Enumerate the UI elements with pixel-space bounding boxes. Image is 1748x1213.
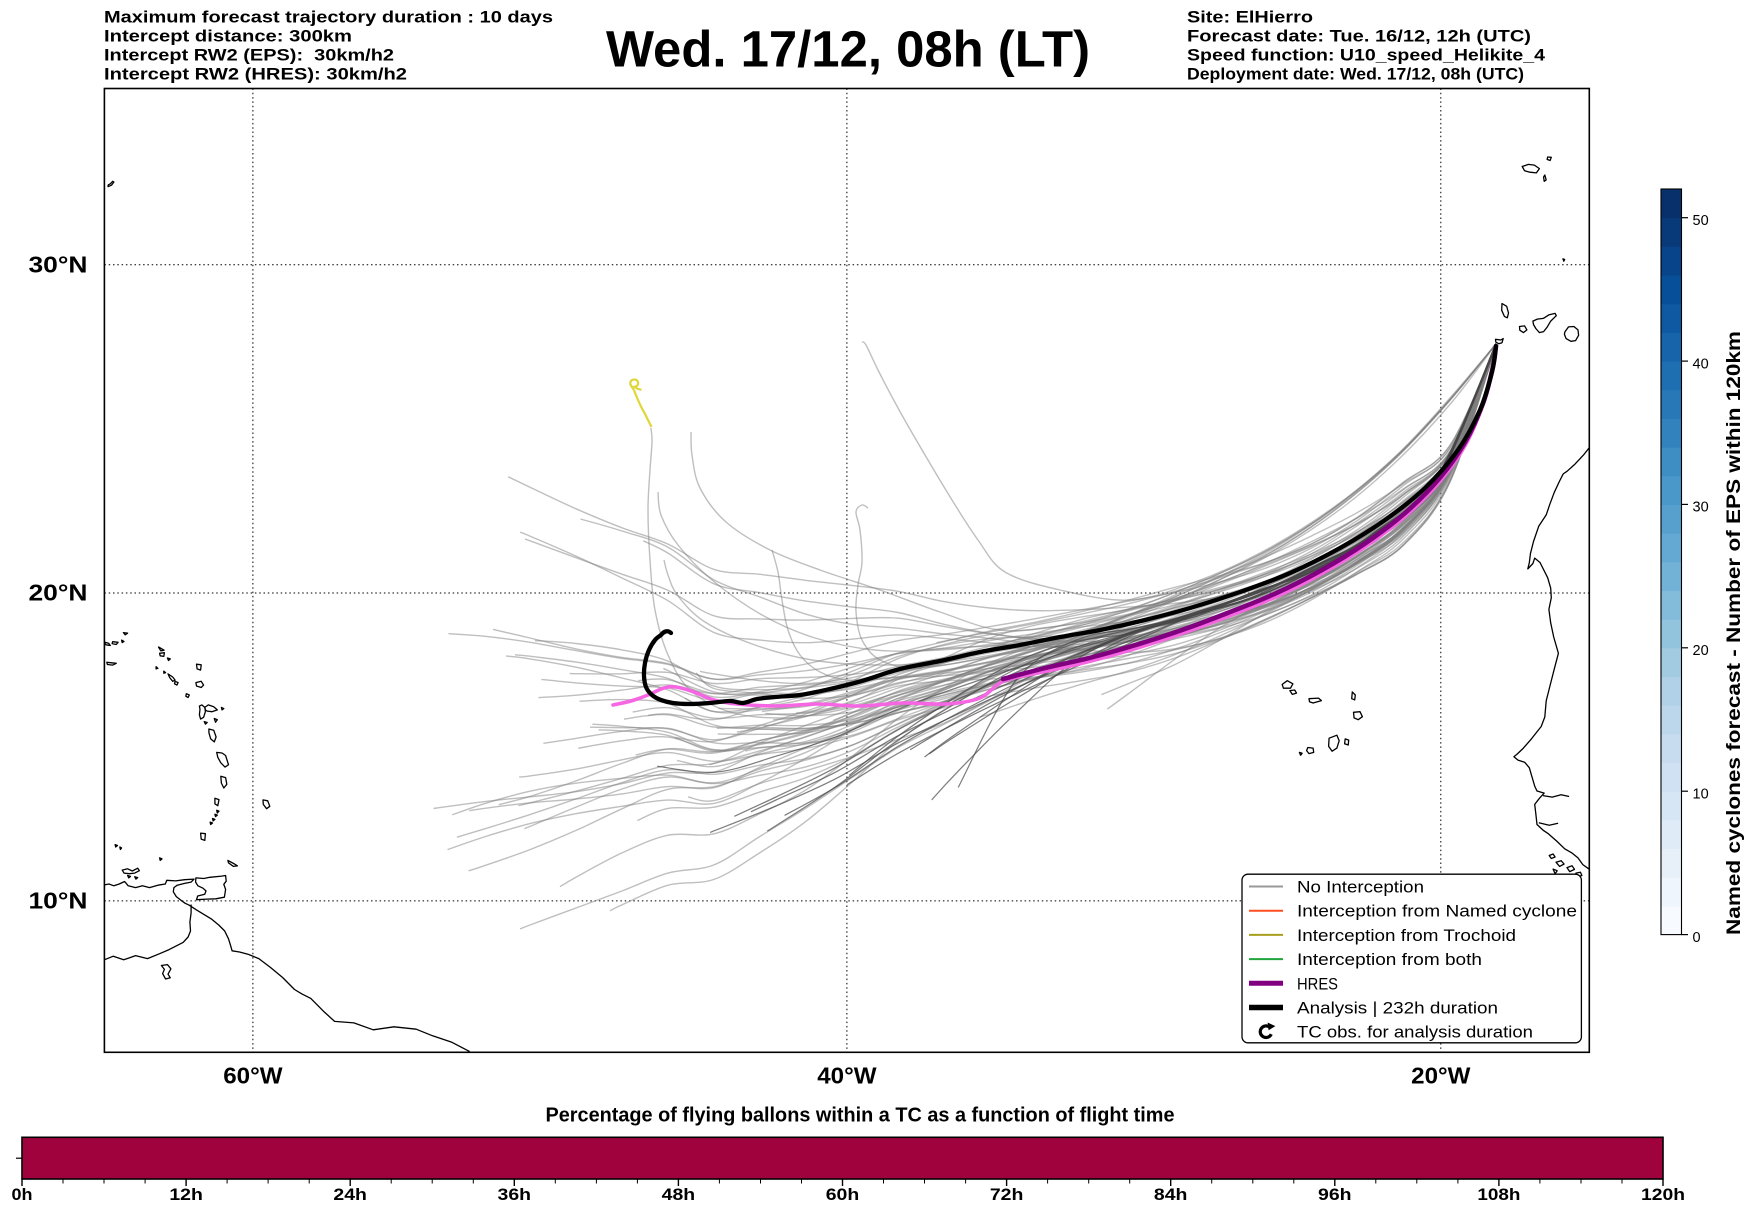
svg-text:30°N: 30°N xyxy=(29,251,88,277)
svg-text:Deployment date: Wed. 17/12, 0: Deployment date: Wed. 17/12, 08h (UTC) xyxy=(1187,66,1524,84)
svg-text:Forecast date: Tue. 16/12, 12h: Forecast date: Tue. 16/12, 12h (UTC) xyxy=(1187,28,1531,46)
svg-text:Percentage of flying ballons w: Percentage of flying ballons within a TC… xyxy=(546,1103,1175,1126)
svg-text:Intercept distance: 300km: Intercept distance: 300km xyxy=(104,28,352,46)
svg-text:40°W: 40°W xyxy=(817,1062,877,1088)
svg-text:Maximum forecast trajectory du: Maximum forecast trajectory duration : 1… xyxy=(104,9,553,27)
svg-text:Interception from Trochoid: Interception from Trochoid xyxy=(1297,927,1516,945)
svg-text:0h: 0h xyxy=(12,1186,33,1204)
svg-text:Intercept RW2 (HRES): 30km/h2: Intercept RW2 (HRES): 30km/h2 xyxy=(104,66,407,84)
svg-text:40: 40 xyxy=(1693,356,1709,372)
svg-text:96h: 96h xyxy=(1318,1186,1352,1204)
svg-text:72h: 72h xyxy=(990,1186,1024,1204)
svg-text:Intercept RW2 (EPS): 30km/h2: Intercept RW2 (EPS): 30km/h2 xyxy=(104,47,394,65)
svg-text:TC obs. for analysis duration: TC obs. for analysis duration xyxy=(1297,1024,1533,1042)
svg-text:HRES: HRES xyxy=(1297,975,1338,993)
svg-text:50: 50 xyxy=(1693,213,1709,229)
svg-text:Interception from both: Interception from both xyxy=(1297,951,1482,969)
svg-text:10: 10 xyxy=(1693,786,1709,802)
svg-text:30: 30 xyxy=(1693,500,1709,516)
svg-text:Interception from Named cyclon: Interception from Named cyclone xyxy=(1297,903,1577,921)
svg-text:60h: 60h xyxy=(826,1186,860,1204)
svg-text:Speed function: U10_speed_Heli: Speed function: U10_speed_Helikite_4 xyxy=(1187,47,1546,65)
svg-text:Wed. 17/12, 08h (LT): Wed. 17/12, 08h (LT) xyxy=(606,21,1090,78)
svg-text:60°W: 60°W xyxy=(223,1062,283,1088)
svg-text:20: 20 xyxy=(1693,643,1709,659)
svg-text:120h: 120h xyxy=(1641,1186,1685,1204)
svg-text:108h: 108h xyxy=(1477,1186,1520,1204)
svg-text:20°W: 20°W xyxy=(1411,1062,1471,1088)
svg-text:10°N: 10°N xyxy=(29,888,88,914)
svg-text:12h: 12h xyxy=(169,1186,203,1204)
svg-text:36h: 36h xyxy=(498,1186,532,1204)
svg-text:Site: ElHierro: Site: ElHierro xyxy=(1187,9,1313,27)
svg-text:24h: 24h xyxy=(333,1186,367,1204)
svg-text:48h: 48h xyxy=(662,1186,696,1204)
svg-text:84h: 84h xyxy=(1154,1186,1188,1204)
svg-text:Named cyclones forecast - Numb: Named cyclones forecast - Number of EPS … xyxy=(1723,331,1745,935)
svg-text:No Interception: No Interception xyxy=(1297,879,1424,897)
svg-text:0: 0 xyxy=(1693,930,1701,946)
svg-text:Analysis | 232h duration: Analysis | 232h duration xyxy=(1297,1000,1498,1018)
svg-text:20°N: 20°N xyxy=(29,580,88,606)
